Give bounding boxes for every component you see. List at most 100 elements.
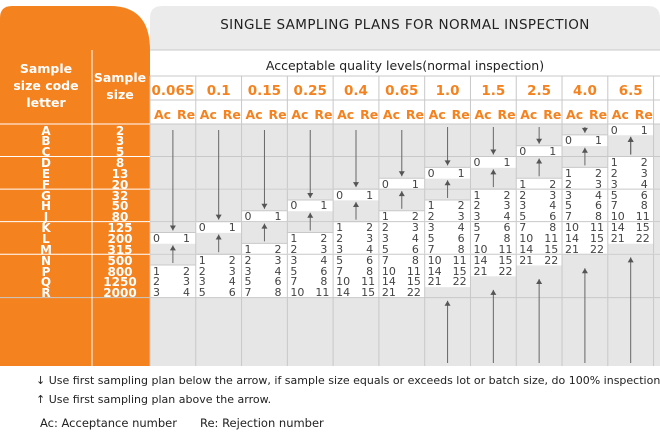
re-value: 8 <box>549 221 557 235</box>
ac-value: 1 <box>519 177 527 191</box>
plan-cell-bg <box>562 134 608 147</box>
re-value: 11 <box>315 286 330 300</box>
plan-cell-bg <box>333 286 379 298</box>
plan-cell-bg <box>378 286 425 298</box>
ac-value: 1 <box>381 210 389 224</box>
re-value: 11 <box>544 232 559 245</box>
plan-cell-bg <box>516 243 563 255</box>
plan-cell-bg <box>516 210 563 223</box>
plan-cell-bg <box>378 178 425 190</box>
aql-level-0-065: 0.065 <box>151 83 195 99</box>
ac-value: 3 <box>610 177 618 191</box>
re-value: 15 <box>635 221 650 235</box>
up-arrow-head <box>581 268 588 274</box>
legend-ac: Ac: Acceptance number <box>40 416 177 430</box>
up-arrow-head <box>536 158 543 164</box>
ac-value: 1 <box>427 199 435 213</box>
ac-value: 21 <box>427 275 442 289</box>
code-letter: P <box>41 264 51 279</box>
plan-cell-bg <box>241 254 288 266</box>
re-value: 2 <box>183 264 190 278</box>
re-value: 22 <box>498 264 513 278</box>
ac-value: 3 <box>519 199 527 213</box>
legend-re: Re: Rejection number <box>200 416 324 430</box>
plan-cell-bg <box>424 210 471 223</box>
ac-label: Ac <box>611 107 629 122</box>
up-arrow-head <box>215 234 222 240</box>
legend-up-text: Use first sampling plan above the arrow. <box>48 393 272 406</box>
ac-value: 1 <box>565 166 573 180</box>
re-value: 15 <box>590 232 605 245</box>
re-value: 8 <box>503 232 511 245</box>
plan-cell-bg <box>333 232 379 244</box>
up-arrow-icon: ↑ <box>36 393 46 406</box>
plan-cell-bg <box>287 232 334 244</box>
aql-level-0-15: 0.15 <box>247 83 282 99</box>
sample-size: 32 <box>111 188 129 203</box>
down-arrow-head <box>444 160 451 166</box>
aql-level-2-5: 2.5 <box>527 83 552 99</box>
re-value: 3 <box>274 253 282 267</box>
ac-value: 0 <box>565 134 573 148</box>
up-arrow-head <box>490 289 497 295</box>
sample-size: 315 <box>107 242 133 257</box>
aql-level-6-5: 6.5 <box>618 83 643 99</box>
re-value: 3 <box>457 210 465 224</box>
plan-cell-bg <box>470 189 517 201</box>
plan-cell-bg <box>424 254 471 266</box>
ac-value: 3 <box>153 286 160 300</box>
re-value: 1 <box>503 156 511 170</box>
re-value: 22 <box>406 286 421 300</box>
plan-cell-bg <box>287 275 334 288</box>
sample-size: 2 <box>115 123 125 138</box>
up-arrow-head <box>398 191 405 197</box>
ac-value: 10 <box>290 286 305 300</box>
sample-size: 50 <box>111 199 129 214</box>
ac-label: Ac <box>382 107 400 122</box>
re-label: Re <box>634 107 653 122</box>
sample-size: 200 <box>107 232 133 246</box>
ac-value: 21 <box>473 264 488 278</box>
re-value: 6 <box>411 242 419 256</box>
re-value: 4 <box>640 177 648 191</box>
re-value: 4 <box>595 188 603 202</box>
plan-cell-bg <box>607 178 654 190</box>
plan-cell-bg <box>562 232 608 244</box>
plan-cell-bg <box>195 275 242 288</box>
ac-value: 14 <box>336 286 351 300</box>
ac-value: 21 <box>565 242 580 256</box>
ac-value: 3 <box>336 242 344 256</box>
ac-value: 2 <box>381 221 389 235</box>
ac-value: 5 <box>473 221 481 235</box>
sample-size: 3 <box>115 134 125 149</box>
code-letter: N <box>40 253 52 268</box>
sampling-table: SINGLE SAMPLING PLANS FOR NORMAL INSPECT… <box>0 6 660 366</box>
ac-value: 0 <box>336 188 344 202</box>
ac-value: 0 <box>519 145 527 159</box>
ac-value: 5 <box>290 264 298 278</box>
code-letter-header: Sample size code letter <box>0 60 92 111</box>
ac-value: 5 <box>565 199 573 213</box>
code-letter: L <box>42 232 50 246</box>
ac-value: 7 <box>473 232 481 245</box>
ac-value: 2 <box>198 264 206 278</box>
ac-value: 10 <box>565 221 580 235</box>
sample-size: 125 <box>107 221 133 236</box>
re-value: 3 <box>183 275 190 289</box>
plan-cell-bg <box>562 178 608 190</box>
ac-value: 2 <box>565 177 573 191</box>
re-value: 11 <box>406 264 421 278</box>
re-label: Re <box>543 107 562 122</box>
up-arrow-head <box>536 279 543 285</box>
ac-value: 10 <box>519 232 534 245</box>
re-value: 6 <box>320 264 328 278</box>
plan-cell-bg <box>378 243 425 255</box>
ac-value: 2 <box>336 232 344 245</box>
re-value: 15 <box>498 253 513 267</box>
ac-value: 14 <box>381 275 396 289</box>
ac-value: 0 <box>381 177 389 191</box>
re-value: 8 <box>320 275 328 289</box>
code-letter: A <box>41 123 51 138</box>
re-value: 4 <box>411 232 419 245</box>
ac-value: 0 <box>427 166 435 180</box>
